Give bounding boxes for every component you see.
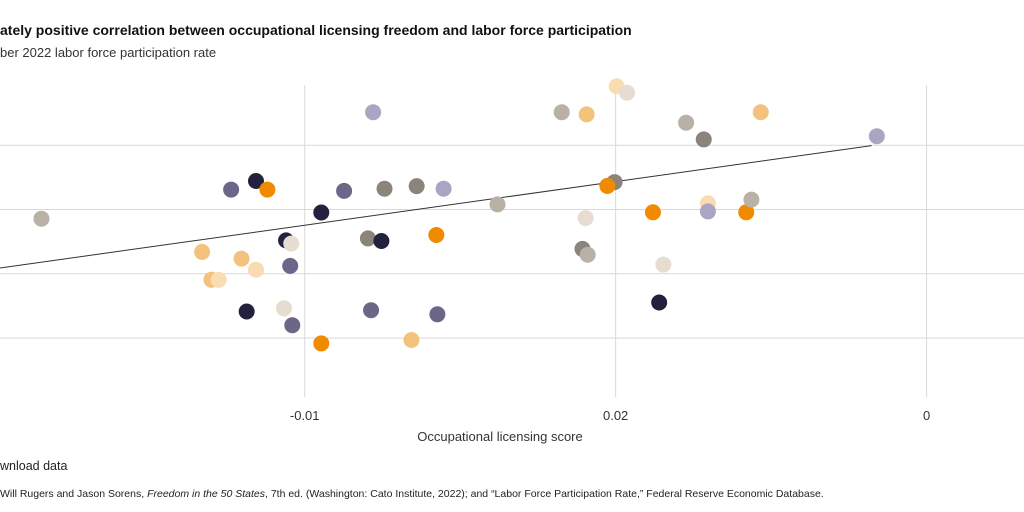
data-point-33 [579,246,596,263]
data-point-48 [868,128,885,145]
data-point-3 [210,271,227,288]
data-point-12 [282,257,299,274]
source-pre: Will Rugers and Jason Sorens, [0,488,148,500]
data-point-15 [313,204,330,221]
data-point-7 [238,303,255,320]
data-point-17 [336,182,353,199]
x-tick-label-2: 0 [923,408,930,423]
source-post: , 7th ed. (Washington: Cato Institute, 2… [264,488,824,500]
data-point-6 [248,261,264,278]
trendline [0,145,872,269]
data-point-10 [275,300,292,317]
data-points [33,78,885,352]
x-tick-label-0: -0.01 [290,408,320,423]
x-axis-label: Occupational licensing score [417,429,582,444]
data-point-22 [373,233,390,249]
gridlines [0,85,1024,397]
chart-title: ately positive correlation between occup… [0,22,632,38]
data-point-28 [489,196,506,213]
data-point-5 [233,250,250,267]
data-point-44 [699,203,716,220]
data-point-29 [553,104,570,121]
data-point-27 [429,306,446,323]
data-point-0 [33,210,50,227]
data-point-41 [678,114,695,131]
data-point-38 [655,256,672,273]
source-book-title: Freedom in the 50 States [147,488,265,500]
download-data-link[interactable]: wnload data [0,459,68,473]
data-point-40 [651,294,668,311]
data-point-21 [376,180,393,197]
x-tick-label-1: 0.02 [603,408,628,423]
data-point-45 [738,204,755,221]
data-point-35 [619,84,636,101]
trendline-group [0,145,872,269]
data-point-31 [577,210,594,227]
data-point-39 [644,204,661,221]
data-point-9 [259,181,276,198]
data-point-37 [599,177,616,194]
data-point-8 [248,173,264,189]
chart-subtitle: ber 2022 labor force participation rate [0,45,217,60]
data-point-18 [365,104,382,121]
data-point-25 [435,180,452,197]
x-tick-labels: -0.01 0.02 0 [290,408,930,423]
data-point-26 [428,227,445,243]
data-point-24 [403,332,420,348]
data-point-14 [284,317,301,334]
data-point-46 [743,191,760,208]
data-point-16 [313,335,330,352]
data-point-19 [359,230,376,247]
data-point-20 [363,302,380,319]
data-point-13 [283,235,300,252]
data-point-4 [223,181,240,198]
source-note: Will Rugers and Jason Sorens, Freedom in… [0,488,824,500]
data-point-47 [752,104,769,121]
data-point-23 [408,178,425,195]
data-point-30 [578,106,595,123]
data-point-1 [194,243,211,260]
data-point-42 [695,131,712,148]
